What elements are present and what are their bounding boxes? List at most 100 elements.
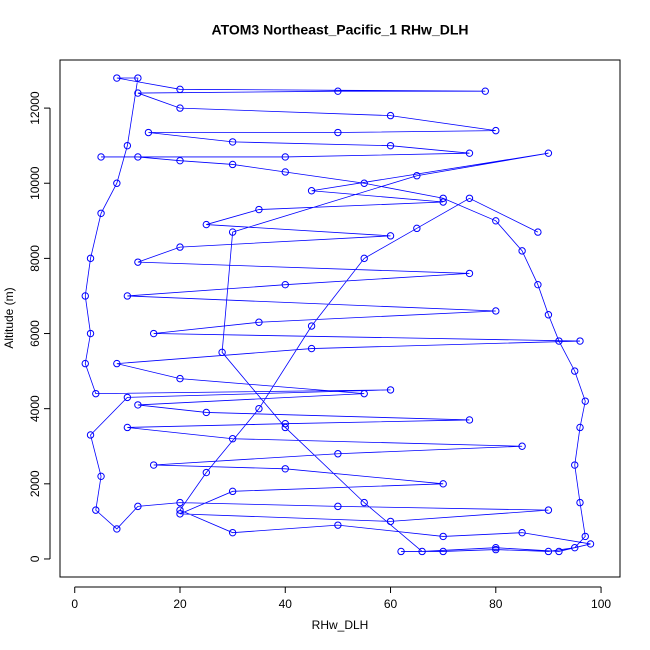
data-point bbox=[334, 87, 342, 95]
data-point bbox=[360, 389, 368, 398]
data-point bbox=[176, 506, 184, 514]
data-point bbox=[281, 153, 289, 161]
data-point bbox=[492, 217, 500, 225]
data-point bbox=[134, 502, 142, 511]
data-point bbox=[518, 442, 526, 450]
data-point bbox=[281, 423, 289, 432]
data-point bbox=[465, 416, 474, 424]
data-point bbox=[113, 525, 121, 533]
data-point bbox=[465, 269, 474, 278]
x-tick-label: 40 bbox=[279, 597, 293, 611]
data-point bbox=[134, 74, 142, 82]
data-point bbox=[307, 322, 316, 330]
y-tick-label: 4000 bbox=[28, 395, 42, 422]
y-tick-label: 12000 bbox=[28, 91, 42, 125]
data-point bbox=[176, 374, 184, 383]
data-point bbox=[218, 348, 226, 357]
data-point bbox=[386, 386, 395, 394]
data-point bbox=[113, 359, 121, 368]
data-point bbox=[465, 194, 474, 202]
data-point bbox=[413, 172, 421, 180]
data-point bbox=[86, 431, 95, 439]
data-point bbox=[134, 258, 142, 266]
data-point bbox=[92, 506, 100, 514]
data-point bbox=[576, 498, 584, 507]
data-point bbox=[255, 404, 263, 413]
data-point bbox=[581, 532, 589, 541]
y-tick-label: 10000 bbox=[28, 166, 42, 200]
data-point bbox=[149, 461, 158, 469]
data-point bbox=[255, 205, 263, 214]
data-point bbox=[176, 104, 184, 112]
y-tick-label: 2000 bbox=[28, 470, 42, 497]
data-point bbox=[360, 254, 368, 263]
data-point bbox=[307, 187, 316, 195]
data-point bbox=[439, 194, 447, 202]
data-point bbox=[571, 543, 579, 552]
data-point bbox=[176, 498, 184, 507]
data-point bbox=[518, 247, 526, 255]
data-point bbox=[581, 397, 589, 405]
data-point bbox=[123, 292, 132, 300]
data-point bbox=[176, 243, 184, 251]
data-point bbox=[576, 423, 584, 432]
data-point bbox=[439, 547, 447, 556]
data-point bbox=[334, 521, 342, 529]
data-point bbox=[439, 532, 447, 541]
data-point bbox=[492, 307, 500, 315]
data-point bbox=[228, 228, 237, 236]
data-point bbox=[281, 280, 289, 289]
data-point bbox=[228, 435, 237, 443]
data-point bbox=[555, 337, 563, 345]
data-point bbox=[202, 408, 211, 417]
data-point bbox=[97, 472, 105, 481]
data-point bbox=[571, 367, 579, 375]
data-point bbox=[202, 468, 211, 477]
x-axis-label: RHw_DLH bbox=[312, 618, 369, 632]
data-point bbox=[134, 401, 142, 409]
data-point bbox=[176, 156, 184, 165]
data-point bbox=[81, 359, 89, 368]
x-tick-label: 20 bbox=[173, 597, 187, 611]
data-point bbox=[418, 547, 426, 556]
data-point bbox=[334, 450, 342, 458]
data-point bbox=[334, 502, 342, 511]
data-point bbox=[492, 543, 500, 552]
data-point bbox=[281, 420, 289, 428]
y-tick-label: 8000 bbox=[28, 245, 42, 272]
data-point bbox=[571, 461, 579, 469]
data-point bbox=[544, 547, 553, 556]
data-point bbox=[555, 547, 563, 556]
data-point bbox=[113, 74, 121, 82]
data-point bbox=[544, 506, 553, 514]
data-point bbox=[307, 344, 316, 353]
data-point bbox=[386, 517, 395, 526]
data-point bbox=[386, 232, 395, 240]
data-point bbox=[123, 423, 132, 432]
data-point bbox=[492, 545, 500, 554]
data-point bbox=[176, 510, 184, 518]
data-point bbox=[481, 87, 489, 95]
data-point bbox=[113, 179, 121, 187]
data-point bbox=[360, 498, 368, 507]
data-point bbox=[534, 228, 542, 236]
data-point bbox=[544, 149, 553, 157]
data-point bbox=[334, 128, 342, 137]
data-point bbox=[492, 126, 500, 135]
data-point bbox=[86, 329, 95, 338]
x-tick-label: 100 bbox=[591, 597, 611, 611]
data-point bbox=[123, 141, 132, 150]
data-point bbox=[413, 224, 421, 233]
data-point bbox=[81, 292, 89, 300]
data-point bbox=[386, 141, 395, 150]
chart-title: ATOM3 Northeast_Pacific_1 RHw_DLH bbox=[212, 22, 469, 38]
data-point bbox=[255, 318, 263, 326]
data-point bbox=[386, 111, 395, 120]
data-point bbox=[202, 220, 211, 229]
data-point bbox=[586, 540, 595, 548]
x-tick-label: 60 bbox=[384, 597, 398, 611]
data-point bbox=[576, 337, 584, 345]
data-point bbox=[518, 528, 526, 537]
data-point bbox=[228, 487, 237, 496]
data-point bbox=[228, 528, 237, 537]
